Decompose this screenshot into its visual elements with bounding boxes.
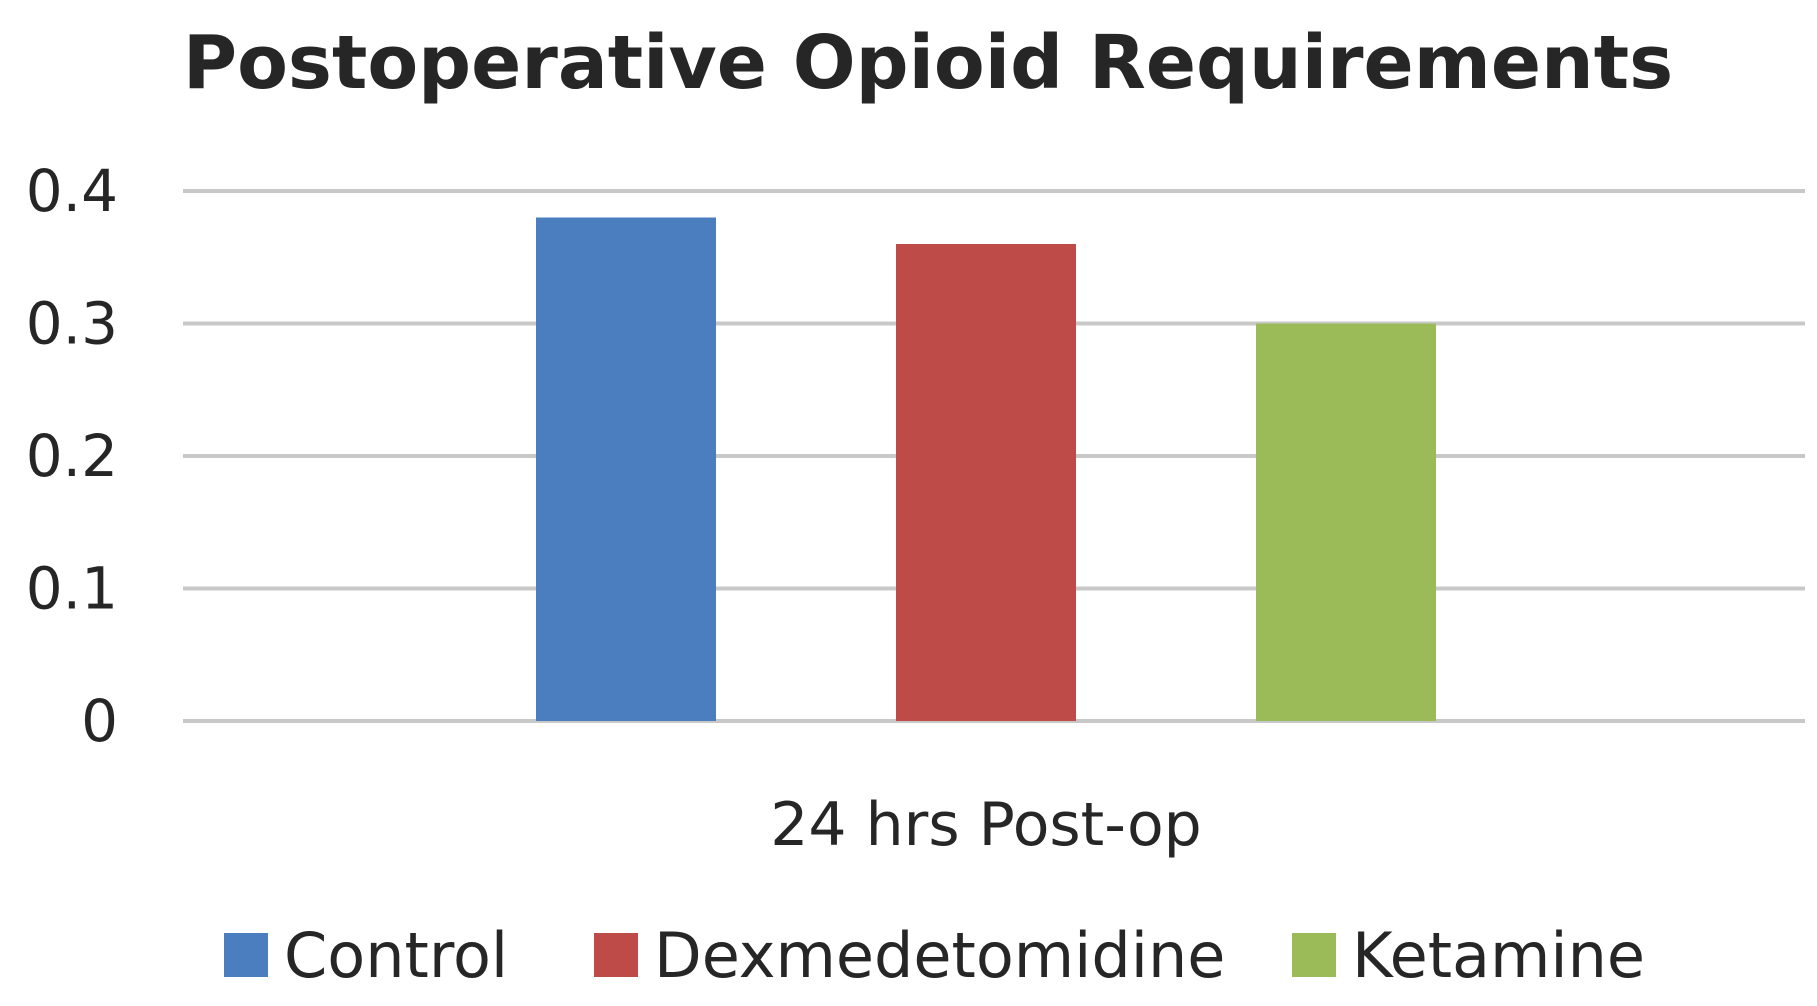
y-tick-label: 0 bbox=[81, 687, 118, 755]
y-tick-label: 0.3 bbox=[26, 290, 118, 358]
chart-title: Postoperative Opioid Requirements bbox=[183, 20, 1673, 106]
y-tick-label: 0.2 bbox=[26, 422, 118, 490]
legend-swatch-control bbox=[224, 933, 268, 977]
bar-control bbox=[536, 217, 716, 721]
y-tick-label: 0.1 bbox=[26, 555, 118, 623]
legend-label: Dexmedetomidine bbox=[654, 919, 1225, 992]
bars bbox=[536, 217, 1436, 721]
bar-dexmedetomidine bbox=[896, 244, 1076, 721]
x-category-label: 24 hrs Post-op bbox=[770, 790, 1202, 860]
y-axis-ticks: 0 0.1 0.2 0.3 0.4 bbox=[26, 157, 118, 755]
bar-ketamine bbox=[1256, 323, 1436, 721]
legend-label: Ketamine bbox=[1352, 919, 1645, 992]
y-tick-label: 0.4 bbox=[26, 157, 118, 225]
legend: Control Dexmedetomidine Ketamine bbox=[224, 919, 1645, 992]
x-axis-categories: 24 hrs Post-op bbox=[770, 790, 1202, 860]
legend-swatch-dexmedetomidine bbox=[594, 933, 638, 977]
legend-label: Control bbox=[284, 919, 508, 992]
legend-swatch-ketamine bbox=[1292, 933, 1336, 977]
